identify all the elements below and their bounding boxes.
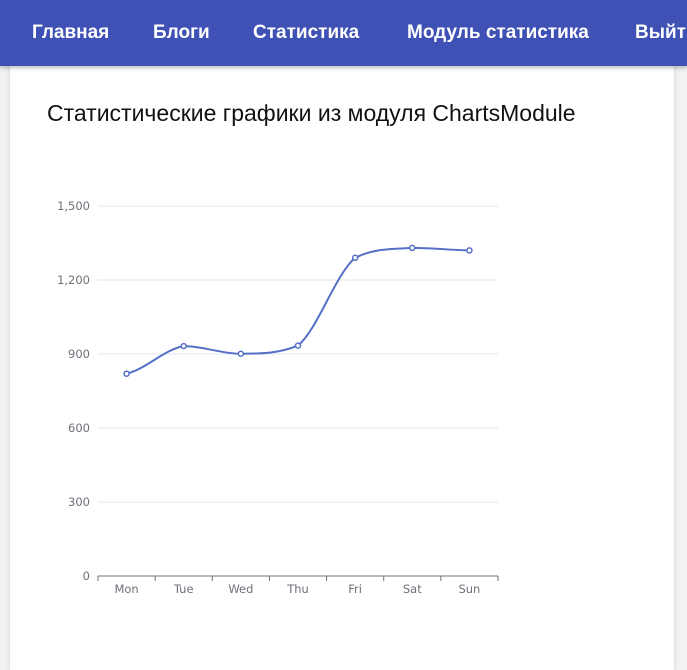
- y-tick-label: 0: [83, 569, 90, 583]
- x-tick-label: Tue: [173, 582, 194, 596]
- data-point: [123, 370, 130, 377]
- page-title: Статистические графики из модуля ChartsM…: [47, 100, 576, 126]
- nav-blogs[interactable]: Блоги: [153, 22, 210, 43]
- x-tick-label: Sun: [458, 582, 480, 596]
- x-tick-label: Mon: [114, 582, 138, 596]
- nav-logout[interactable]: Выйти: [635, 22, 687, 43]
- y-tick-label: 300: [68, 495, 90, 509]
- nav-statistics[interactable]: Статистика: [253, 22, 360, 43]
- content-card: Статистические графики из модуля ChartsM…: [10, 50, 674, 670]
- nav-statistics-module[interactable]: Модуль статистика: [407, 22, 589, 43]
- top-navbar: Главная Блоги Статистика Модуль статисти…: [0, 0, 687, 66]
- data-point: [351, 254, 359, 262]
- data-point: [409, 244, 416, 252]
- series-line: [126, 246, 470, 375]
- data-point: [466, 247, 473, 254]
- nav-home[interactable]: Главная: [32, 22, 110, 43]
- y-tick-label: 900: [68, 347, 90, 361]
- line-chart: 0 300 600 900 1,200 1,500 Mon Tue Wed Thu Fri Sat Su…: [57, 199, 499, 596]
- y-tick-label: 1,500: [57, 199, 90, 213]
- x-tick-label: Wed: [228, 582, 253, 596]
- data-point: [180, 342, 187, 350]
- data-point: [294, 342, 302, 349]
- data-point: [237, 350, 245, 358]
- x-tick-label: Sat: [403, 582, 422, 596]
- y-tick-label: 600: [68, 421, 90, 435]
- x-tick-label: Thu: [286, 582, 309, 596]
- y-tick-label: 1,200: [57, 273, 90, 287]
- x-tick-label: Fri: [348, 582, 362, 596]
